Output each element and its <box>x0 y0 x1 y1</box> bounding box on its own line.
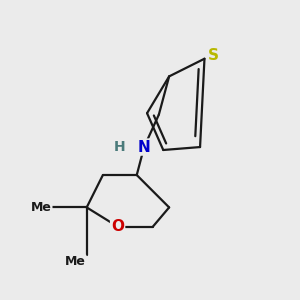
Text: S: S <box>208 48 219 63</box>
Text: H: H <box>113 140 125 154</box>
Text: Me: Me <box>64 255 86 268</box>
Text: O: O <box>111 219 124 234</box>
Text: Me: Me <box>31 201 52 214</box>
Text: N: N <box>138 140 151 154</box>
